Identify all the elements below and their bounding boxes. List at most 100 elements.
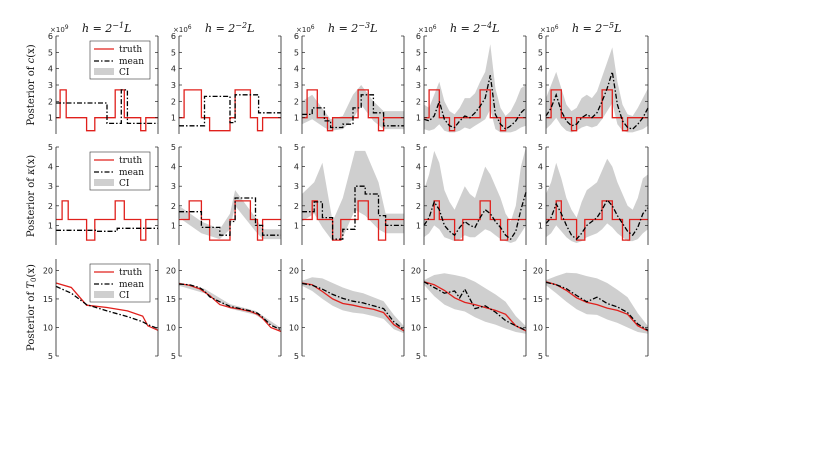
- panel-r2-c4: 5 10 15 20: [533, 259, 649, 361]
- panel-r0-c1: 1 2 3 4 5 6×106 h = 2−2L: [171, 21, 282, 134]
- y-tick-label: 2: [416, 202, 421, 211]
- scale-exp: 6: [188, 24, 192, 31]
- truth-line: [302, 89, 404, 132]
- y-tick-label: 5: [48, 352, 53, 361]
- y-tick-label: 5: [416, 48, 421, 57]
- y-tick-label: 5: [538, 48, 543, 57]
- truth-line: [302, 200, 404, 241]
- mean-line: [56, 227, 158, 232]
- mean-line: [423, 75, 527, 130]
- y-tick-label: 2: [48, 202, 53, 211]
- scale-factor: ×109: [50, 24, 69, 34]
- title-base: h = 2: [205, 22, 235, 35]
- truth-line: [546, 200, 648, 241]
- scale-base: ×10: [296, 26, 311, 34]
- y-tick-label: 2: [416, 97, 421, 106]
- truth-line: [424, 200, 526, 241]
- y-tick-label: 4: [171, 163, 176, 172]
- y-tick-label: 2: [294, 97, 299, 106]
- y-tick-label: 3: [294, 182, 299, 191]
- y-tick-label: 2: [538, 97, 543, 106]
- title-exp: −4: [480, 21, 492, 30]
- y-tick-label: 20: [411, 266, 421, 275]
- ylabel-post: (x): [26, 155, 37, 169]
- panel-r0-c0: 1 2 3 4 5 6×109 h = 2−1L Posterior of c(x) truth…: [26, 21, 159, 134]
- title-tail: L: [369, 22, 377, 35]
- y-tick-label: 20: [533, 266, 543, 275]
- column-title: h = 2−2L: [205, 21, 254, 35]
- y-tick-label: 5: [48, 143, 53, 152]
- scale-base: ×10: [540, 26, 555, 34]
- title-base: h = 2: [82, 22, 112, 35]
- y-tick-label: 1: [538, 221, 543, 230]
- mean-line: [55, 285, 159, 330]
- y-tick-label: 20: [43, 266, 53, 275]
- legend-ci-label: CI: [119, 179, 130, 189]
- y-tick-label: 1: [294, 221, 299, 230]
- column-title: h = 2−1L: [82, 21, 131, 35]
- y-tick-label: 1: [294, 114, 299, 123]
- mean-line: [302, 94, 404, 129]
- y-tick-label: 4: [48, 65, 53, 74]
- legend-mean-label: mean: [119, 168, 144, 178]
- y-tick-label: 3: [538, 182, 543, 191]
- y-tick-label: 6: [48, 32, 53, 41]
- legend-ci-label: CI: [119, 291, 130, 301]
- panel-r2-c2: 5 10 15 20: [289, 259, 405, 361]
- y-tick-label: 3: [538, 81, 543, 90]
- y-tick-label: 1: [171, 114, 176, 123]
- truth-line: [56, 200, 158, 241]
- y-tick-label: 10: [289, 323, 299, 332]
- y-tick-label: 1: [416, 114, 421, 123]
- y-tick-label: 5: [171, 143, 176, 152]
- column-title: h = 2−3L: [328, 21, 377, 35]
- y-tick-label: 15: [289, 295, 299, 304]
- panel-r0-c3: 1 2 3 4 5 6×106 h = 2−4L: [416, 21, 527, 134]
- scale-base: ×10: [173, 26, 188, 34]
- y-tick-label: 5: [48, 48, 53, 57]
- title-exp: −2: [235, 21, 247, 30]
- title-tail: L: [491, 22, 499, 35]
- truth-line: [424, 89, 526, 132]
- ci-band: [424, 273, 526, 334]
- y-tick-label: 10: [411, 323, 421, 332]
- ylabel-sym: T: [26, 281, 37, 289]
- y-tick-label: 3: [416, 182, 421, 191]
- ylabel-post: (x): [26, 44, 37, 58]
- y-tick-label: 5: [171, 352, 176, 361]
- title-base: h = 2: [572, 22, 602, 35]
- panel-r1-c1: 1 2 3 4 5: [171, 143, 282, 245]
- ci-band: [424, 147, 526, 243]
- panel-r1-c2: 1 2 3 4 5: [294, 143, 405, 245]
- ci-band: [302, 150, 404, 242]
- y-tick-label: 4: [416, 65, 421, 74]
- scale-factor: ×106: [296, 24, 315, 34]
- scale-base: ×10: [418, 26, 433, 34]
- y-tick-label: 20: [289, 266, 299, 275]
- y-tick-label: 2: [171, 202, 176, 211]
- y-tick-label: 1: [171, 221, 176, 230]
- title-exp: −3: [358, 21, 370, 30]
- y-tick-label: 3: [48, 182, 53, 191]
- title-base: h = 2: [450, 22, 480, 35]
- truth-line: [179, 89, 281, 132]
- scale-exp: 6: [555, 24, 559, 31]
- y-tick-label: 2: [294, 202, 299, 211]
- y-tick-label: 10: [166, 323, 176, 332]
- y-tick-label: 5: [416, 143, 421, 152]
- mean-line: [56, 89, 158, 125]
- y-tick-label: 3: [171, 182, 176, 191]
- y-tick-label: 3: [171, 81, 176, 90]
- title-tail: L: [246, 22, 254, 35]
- column-title: h = 2−5L: [572, 21, 621, 35]
- y-tick-label: 5: [294, 352, 299, 361]
- y-tick-label: 5: [416, 352, 421, 361]
- y-tick-label: 4: [171, 65, 176, 74]
- mean-line: [302, 185, 404, 240]
- truth-line: [179, 200, 281, 241]
- y-tick-label: 4: [48, 163, 53, 172]
- y-tick-label: 2: [171, 97, 176, 106]
